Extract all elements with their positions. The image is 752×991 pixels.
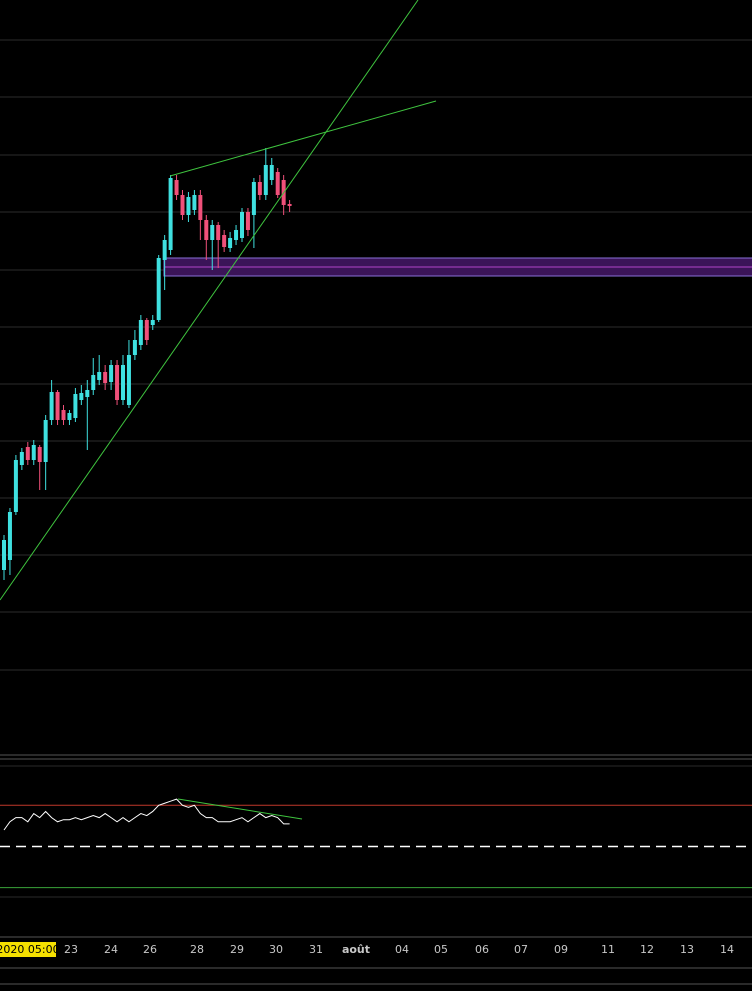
candle-body	[216, 225, 221, 240]
x-axis: 2020 05:00 23 24 26 28 29 30 31 août 04 05 06 07 09 11…	[0, 942, 734, 957]
candle-body	[37, 447, 42, 462]
x-tick-label: 28	[190, 943, 204, 956]
candle-body	[269, 165, 274, 180]
candle-body	[251, 182, 256, 215]
candle-body	[234, 230, 239, 240]
x-tick-label: 31	[309, 943, 323, 956]
x-tick-label: 26	[143, 943, 157, 956]
x-tick-label: 06	[475, 943, 489, 956]
candle-body	[109, 365, 114, 382]
candle-body	[186, 197, 191, 215]
candle-body	[121, 365, 125, 400]
candle-body	[61, 410, 66, 420]
x-tick-label: 14	[720, 943, 734, 956]
x-tick-label: 05	[434, 943, 448, 956]
candle-body	[43, 420, 48, 462]
divergence-line	[177, 798, 303, 820]
candles	[2, 148, 292, 580]
candle-body	[198, 195, 203, 220]
x-tick-label: 29	[230, 943, 244, 956]
trend-line	[0, 0, 419, 601]
candle-body	[19, 452, 24, 465]
x-tick-label: 24	[104, 943, 118, 956]
candle-body	[240, 212, 244, 238]
candle-body	[85, 390, 90, 397]
candle-body	[228, 238, 233, 248]
candle-body	[126, 355, 131, 405]
candle-body	[174, 180, 179, 195]
x-tick-label: 07	[514, 943, 528, 956]
x-tick-label: 23	[64, 943, 78, 956]
x-tick-label: 2020 05:00	[0, 943, 60, 956]
candle-body	[132, 340, 137, 355]
candle-body	[162, 240, 167, 260]
candle-body	[91, 375, 96, 390]
candle-body	[210, 225, 215, 240]
x-tick-label: 12	[640, 943, 654, 956]
trend-line	[169, 100, 437, 177]
candle-body	[204, 220, 209, 240]
candle-body	[150, 320, 155, 325]
candle-body	[7, 512, 12, 560]
candle-body	[31, 445, 36, 460]
candle-body	[156, 258, 161, 320]
cursor-label-bg	[0, 942, 56, 957]
candle-body	[25, 447, 30, 460]
candle-body	[79, 393, 84, 400]
candle-body	[115, 365, 120, 400]
candle-body	[73, 394, 78, 418]
candle-body	[287, 204, 292, 206]
candle-body	[245, 212, 250, 230]
candle-body	[2, 540, 6, 570]
x-tick-label: 30	[269, 943, 283, 956]
candle-body	[263, 165, 268, 195]
x-tick-label: août	[342, 943, 370, 956]
candle-body	[168, 178, 173, 250]
x-tick-label: 04	[395, 943, 409, 956]
rsi-panel	[0, 798, 752, 889]
candle-body	[180, 195, 185, 215]
candle-body	[192, 195, 197, 210]
candle-body	[275, 172, 280, 195]
candle-body	[144, 320, 149, 340]
candle-body	[67, 413, 72, 420]
candle-body	[55, 392, 60, 420]
x-tick-label: 11	[601, 943, 615, 956]
candle-body	[103, 372, 108, 383]
candle-body	[49, 392, 54, 420]
rsi-line	[3, 798, 290, 831]
x-tick-label: 09	[554, 943, 568, 956]
candle-body	[97, 372, 102, 380]
candle-body	[13, 460, 18, 512]
x-tick-label: 13	[680, 943, 694, 956]
candle-body	[257, 182, 262, 195]
candle-body	[222, 235, 227, 247]
candle-body	[138, 320, 143, 345]
